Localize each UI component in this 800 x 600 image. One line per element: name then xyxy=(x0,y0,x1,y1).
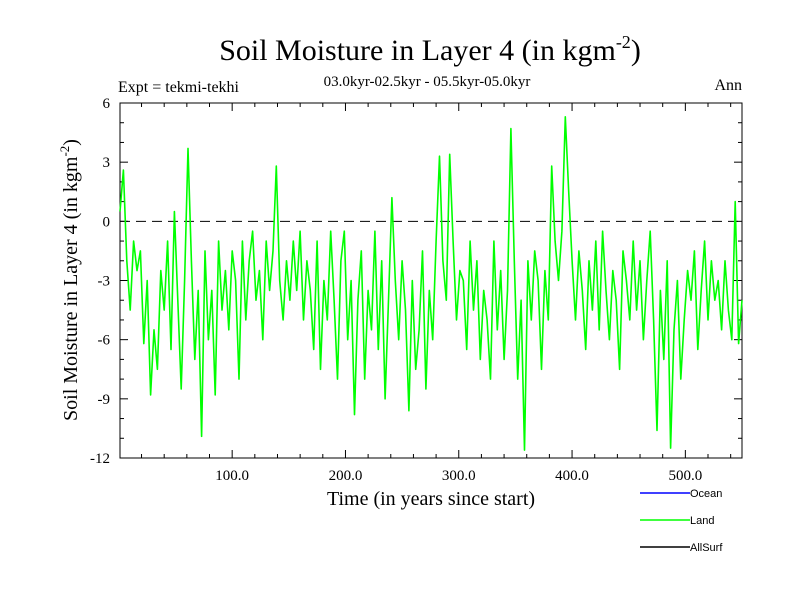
season-label: Ann xyxy=(714,77,742,94)
x-tick-label: 400.0 xyxy=(555,468,589,484)
legend-land-label: Land xyxy=(690,515,714,527)
period-label: 03.0kyr-02.5kyr - 05.5kyr-05.0kyr xyxy=(324,74,531,90)
x-tick-label: 200.0 xyxy=(329,468,363,484)
y-tick-label: 6 xyxy=(103,96,111,112)
y-tick-label: -9 xyxy=(98,392,111,408)
x-axis-title: Time (in years since start) xyxy=(327,488,535,510)
x-axis: 100.0 200.0 300.0 400.0 500.0 xyxy=(141,103,732,484)
chart-title: Soil Moisture in Layer 4 (in kgm-2) xyxy=(219,32,641,67)
y-tick-label: 3 xyxy=(103,155,111,171)
plot-frame xyxy=(119,102,743,459)
legend-ocean-label: Ocean xyxy=(690,488,722,500)
y-tick-label: -3 xyxy=(98,274,111,290)
land-series-line xyxy=(119,116,743,451)
y-tick-label: -12 xyxy=(90,451,110,467)
y-axis-title: Soil Moisture in Layer 4 (in kgm-2) xyxy=(57,139,82,421)
x-tick-label: 100.0 xyxy=(215,468,249,484)
y-tick-label: -6 xyxy=(98,333,111,349)
x-tick-label: 300.0 xyxy=(442,468,476,484)
legend-allsurf-label: AllSurf xyxy=(690,542,723,554)
expt-label: Expt = tekmi-tekhi xyxy=(118,79,240,96)
legend: Ocean Land AllSurf xyxy=(640,488,723,554)
y-tick-label: 0 xyxy=(103,214,111,230)
x-tick-label: 500.0 xyxy=(668,468,702,484)
